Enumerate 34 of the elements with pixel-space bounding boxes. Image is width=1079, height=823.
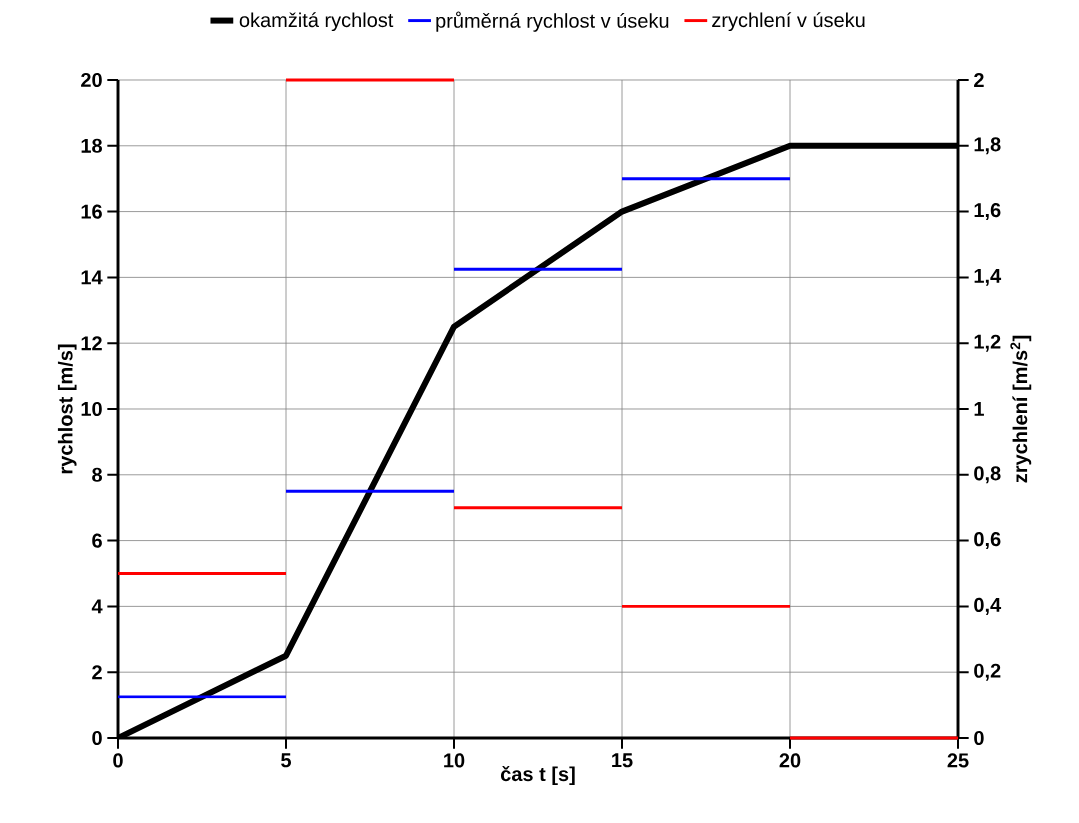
- y-tick-label: 16: [81, 204, 102, 219]
- y-tick-label: 12: [81, 336, 102, 351]
- x-tick-label: 5: [281, 753, 291, 768]
- y-tick-label: 18: [81, 138, 102, 153]
- y-tick-label: 20: [81, 72, 102, 88]
- y2-tick-label: 0,2: [974, 663, 1001, 681]
- x-axis-title: čas t [s]: [500, 766, 575, 786]
- y-tick-label: 6: [92, 533, 102, 548]
- y2-tick-label: 1,2: [974, 334, 1001, 352]
- y-tick-label: 10: [81, 401, 102, 417]
- y-tick-label: 14: [81, 270, 103, 285]
- y-tick-label: 2: [92, 665, 102, 680]
- y-axis-title: rychlost [m/s]: [57, 344, 77, 474]
- x-tick-label: 15: [612, 753, 633, 768]
- x-tick-label: 25: [947, 753, 969, 768]
- y-tick-label: 4: [91, 599, 103, 614]
- x-tick-label: 10: [444, 753, 465, 768]
- y2-tick-label: 1,4: [974, 268, 1002, 286]
- x-tick-label: 20: [779, 753, 801, 768]
- y-tick-label: 0: [92, 730, 102, 746]
- legend-label: zrychlení v úseku: [712, 12, 865, 32]
- y2-axis-title: zrychlení [m/s$^{2}$]: [1010, 335, 1032, 483]
- y-tick-label: 8: [92, 467, 102, 482]
- y2-tick-label: 0: [974, 730, 984, 746]
- y2-tick-label: 0,8: [974, 466, 1001, 484]
- x-tick-label: 0: [113, 753, 123, 768]
- y2-tick-label: 2: [974, 73, 984, 87]
- y2-tick-label: 1,8: [974, 137, 1001, 155]
- y2-tick-label: 0,4: [974, 597, 1002, 615]
- legend-label: okamžitá rychlost: [239, 12, 394, 32]
- legend-label: průměrná rychlost v úseku: [436, 11, 669, 32]
- y2-tick-label: 0,6: [974, 532, 1001, 550]
- y2-tick-label: 1,6: [974, 203, 1001, 221]
- y2-tick-label: 1: [974, 402, 984, 416]
